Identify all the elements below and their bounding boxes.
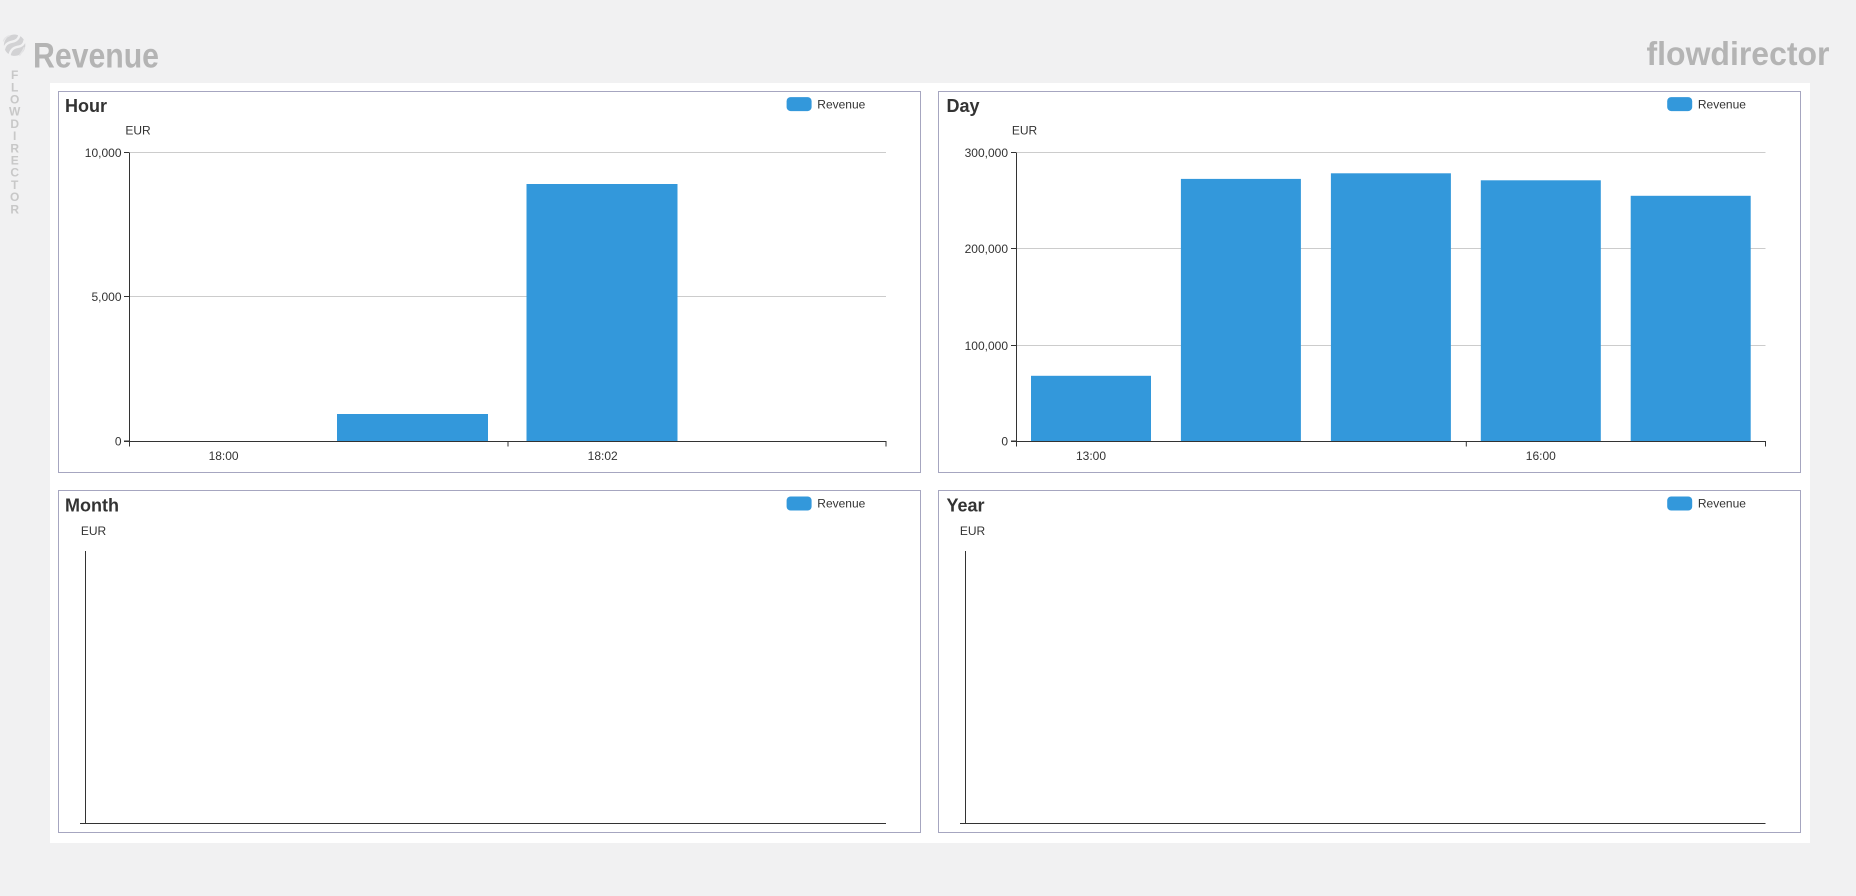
svg-text:I: I: [13, 129, 16, 143]
svg-text:Revenue: Revenue: [817, 497, 865, 511]
svg-text:5,000: 5,000: [91, 290, 121, 304]
svg-text:18:02: 18:02: [588, 449, 618, 463]
svg-text:0: 0: [115, 434, 122, 448]
svg-text:Hour: Hour: [65, 96, 107, 116]
svg-text:C: C: [10, 166, 19, 180]
svg-text:flowdirector: flowdirector: [1647, 35, 1830, 72]
svg-text:Revenue: Revenue: [1698, 97, 1746, 111]
svg-text:L: L: [11, 80, 18, 94]
svg-text:R: R: [10, 202, 19, 216]
svg-text:EUR: EUR: [960, 524, 986, 538]
svg-text:100,000: 100,000: [965, 339, 1009, 353]
svg-text:18:00: 18:00: [209, 449, 239, 463]
svg-text:Revenue: Revenue: [33, 35, 159, 75]
svg-text:T: T: [11, 178, 19, 192]
svg-text:Revenue: Revenue: [1698, 497, 1746, 511]
svg-text:10,000: 10,000: [85, 146, 122, 160]
svg-text:EUR: EUR: [1012, 123, 1038, 137]
svg-text:16:00: 16:00: [1526, 449, 1556, 463]
svg-text:F: F: [11, 68, 18, 82]
svg-text:EUR: EUR: [81, 524, 107, 538]
svg-text:O: O: [10, 190, 19, 204]
svg-text:0: 0: [1001, 434, 1008, 448]
svg-text:300,000: 300,000: [965, 146, 1009, 160]
svg-text:13:00: 13:00: [1076, 449, 1106, 463]
svg-text:O: O: [10, 93, 19, 107]
svg-text:W: W: [9, 105, 21, 119]
svg-text:Day: Day: [947, 96, 980, 116]
svg-text:EUR: EUR: [125, 123, 151, 137]
svg-text:Revenue: Revenue: [817, 97, 865, 111]
svg-text:E: E: [11, 154, 19, 168]
svg-text:Month: Month: [65, 495, 119, 515]
svg-text:D: D: [10, 117, 19, 131]
svg-text:Year: Year: [947, 495, 985, 515]
svg-text:R: R: [10, 141, 19, 155]
svg-text:200,000: 200,000: [965, 242, 1009, 256]
